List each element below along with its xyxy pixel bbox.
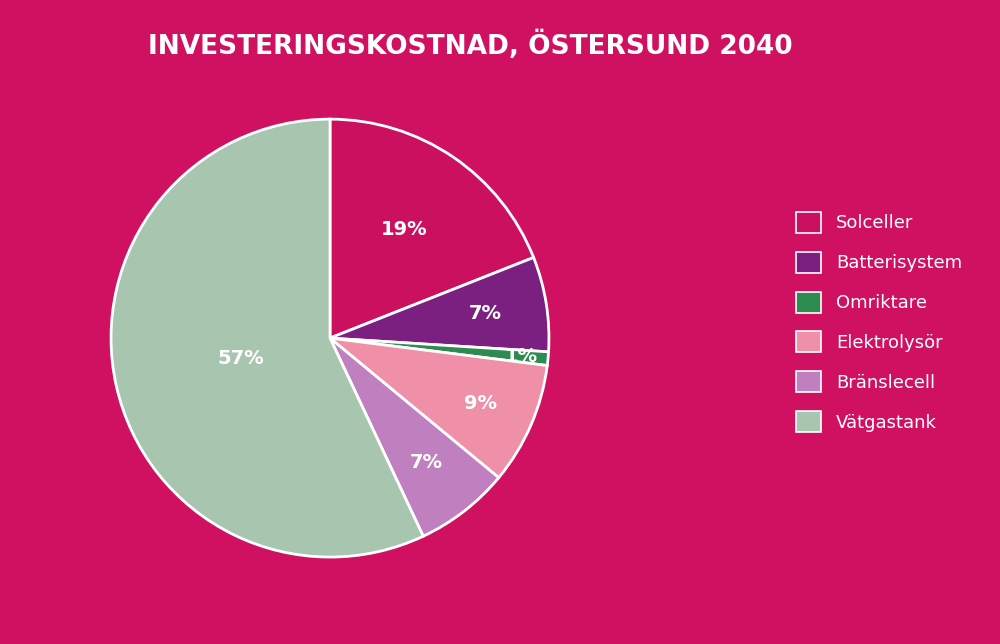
- Text: 7%: 7%: [469, 304, 502, 323]
- Text: 1%: 1%: [505, 346, 538, 366]
- Text: 7%: 7%: [410, 453, 443, 472]
- Text: 19%: 19%: [381, 220, 427, 239]
- Wedge shape: [330, 258, 549, 352]
- Text: 9%: 9%: [464, 394, 497, 413]
- Text: 57%: 57%: [217, 348, 264, 368]
- Text: INVESTERINGSKOSTNAD, ÖSTERSUND 2040: INVESTERINGSKOSTNAD, ÖSTERSUND 2040: [148, 30, 792, 60]
- Legend: Solceller, Batterisystem, Omriktare, Elektrolysör, Bränslecell, Vätgastank: Solceller, Batterisystem, Omriktare, Ele…: [787, 203, 971, 441]
- Wedge shape: [111, 119, 423, 557]
- Wedge shape: [330, 338, 549, 366]
- Wedge shape: [330, 338, 547, 478]
- Wedge shape: [330, 119, 534, 338]
- Wedge shape: [330, 338, 499, 536]
